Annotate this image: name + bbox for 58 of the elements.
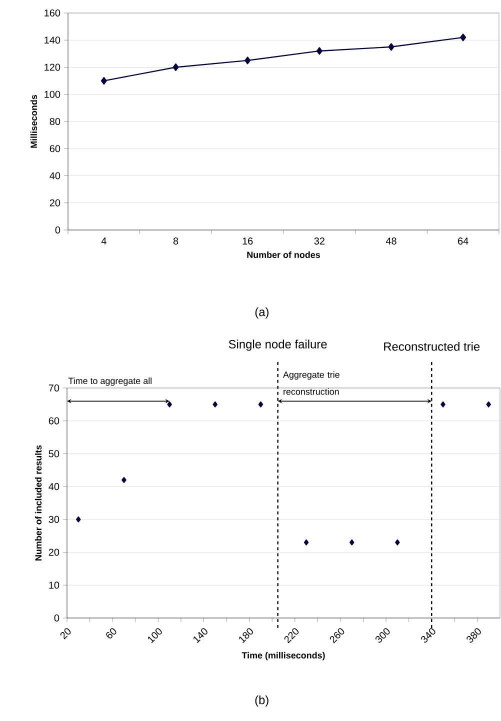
y-tick-label: 60: [48, 417, 60, 424]
x-tick-label: 220: [284, 628, 299, 644]
y-tick-label: 10: [49, 582, 60, 589]
x-tick-label: 16: [242, 238, 253, 245]
x-axis-title: Number of nodes: [247, 251, 320, 258]
x-tick-label: 48: [386, 238, 396, 245]
ref-line-label: Reconstructed trie: [384, 342, 480, 351]
point: [172, 63, 179, 72]
y-tick-label: 20: [48, 548, 60, 556]
y-tick-label: 120: [44, 64, 60, 71]
x-axis-title: Time (milliseconds): [242, 652, 325, 660]
x-tick-label: 8: [173, 238, 178, 245]
point: [304, 539, 309, 546]
point: [440, 401, 446, 408]
x-tick-label: 32: [314, 238, 324, 245]
y-tick-label: 80: [50, 118, 60, 126]
y-axis-title: Milliseconds: [30, 94, 38, 148]
annotation: Time to aggregate all: [68, 377, 152, 386]
y-tick-label: 100: [44, 90, 60, 98]
point: [122, 477, 126, 483]
x-tick-label: 340: [421, 628, 436, 643]
y-tick-label: 70: [48, 384, 60, 392]
point: [167, 401, 172, 408]
x-tick-label: 260: [330, 628, 344, 644]
point: [212, 401, 218, 408]
point: [76, 516, 81, 522]
x-tick-label: 60: [106, 628, 116, 638]
y-tick-label: 40: [50, 172, 60, 180]
point: [244, 56, 251, 64]
y-tick-label: 20: [50, 199, 60, 206]
point: [486, 401, 492, 408]
ref-line-label: Single node failure: [228, 340, 327, 351]
point: [258, 401, 264, 408]
y-tick-label: 30: [48, 516, 60, 523]
x-tick-label: 64: [458, 238, 468, 245]
x-tick-label: 140: [194, 628, 208, 644]
y-tick-label: 160: [44, 9, 60, 17]
y-tick-label: 50: [48, 450, 60, 458]
x-tick-label: 180: [239, 628, 253, 644]
x-tick-label: 300: [375, 628, 390, 643]
x-tick-label: 100: [148, 628, 162, 644]
point: [395, 539, 400, 546]
text: (a): [255, 307, 269, 319]
x-tick-label: 4: [101, 238, 106, 244]
point: [100, 77, 107, 85]
y-tick-label: 0: [54, 614, 60, 622]
y-axis-title: Number of included results: [34, 445, 42, 560]
point: [349, 539, 354, 546]
y-tick-label: 140: [44, 36, 60, 44]
y-tick-label: 0: [55, 226, 60, 234]
annotation: Aggregate trie reconstruction: [283, 371, 340, 395]
x-tick-label: 380: [466, 628, 481, 643]
text: (b): [255, 695, 268, 707]
point: [316, 47, 322, 55]
y-tick-label: 40: [48, 483, 60, 490]
point: [460, 34, 466, 42]
y-tick-label: 60: [50, 145, 60, 152]
point: [388, 43, 394, 51]
